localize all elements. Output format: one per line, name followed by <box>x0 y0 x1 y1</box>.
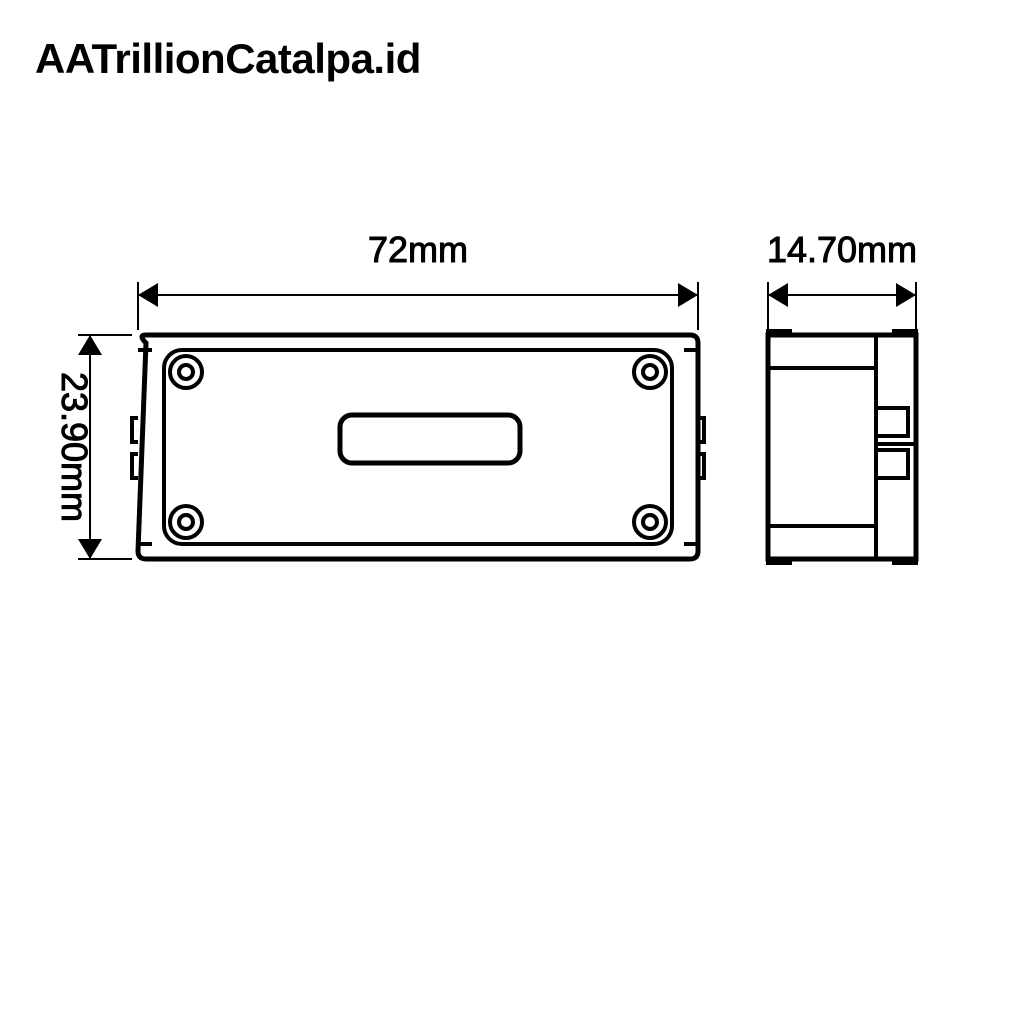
screw-holes <box>170 356 666 538</box>
dim-height-label: 23.90mm <box>54 372 95 522</box>
dim-height: 23.90mm <box>54 335 132 559</box>
side-notches <box>132 350 704 544</box>
side-view <box>768 331 916 563</box>
dim-width-label: 72mm <box>368 229 468 270</box>
dim-depth-label: 14.70mm <box>767 229 917 270</box>
technical-drawing: 72mm 14.70mm 23.90mm <box>0 0 1024 1024</box>
dimensions: 72mm 14.70mm 23.90mm <box>54 229 917 559</box>
label-recess <box>340 415 520 463</box>
front-view <box>132 335 704 559</box>
dim-depth: 14.70mm <box>767 229 917 330</box>
dim-width: 72mm <box>138 229 698 330</box>
